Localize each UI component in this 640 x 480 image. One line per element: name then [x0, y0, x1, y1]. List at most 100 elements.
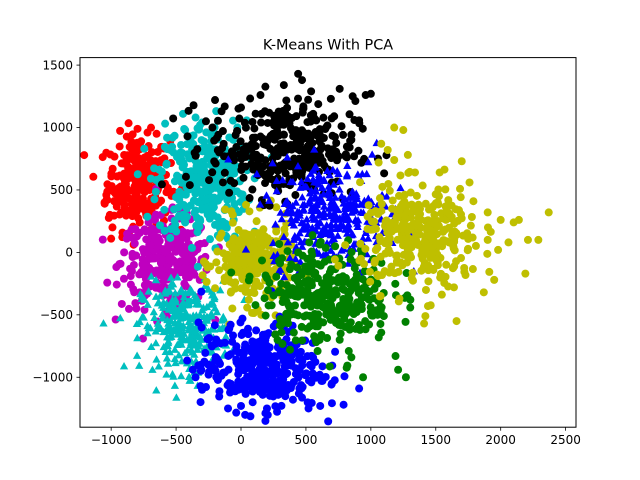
data-point [146, 282, 155, 291]
data-point [383, 146, 392, 154]
data-point [407, 253, 416, 262]
data-point [344, 220, 353, 228]
data-point [261, 311, 270, 320]
data-point [390, 269, 399, 278]
data-point [469, 197, 478, 206]
data-point [483, 223, 492, 232]
data-point [140, 187, 149, 196]
data-point [151, 338, 161, 347]
data-point [112, 280, 121, 289]
data-point [447, 201, 456, 210]
data-point [273, 407, 282, 416]
data-point [416, 223, 425, 232]
data-point [434, 200, 443, 209]
data-point [393, 235, 402, 244]
data-point [277, 401, 286, 410]
data-point [395, 294, 404, 303]
data-point [452, 229, 461, 238]
data-point [286, 124, 295, 133]
data-point [248, 398, 257, 407]
data-point [189, 101, 198, 110]
data-point [237, 401, 246, 410]
data-point [227, 207, 236, 216]
data-point [288, 395, 297, 404]
data-point [360, 154, 369, 163]
data-point [293, 162, 303, 170]
data-point [195, 222, 204, 231]
data-point [307, 87, 316, 96]
data-point [418, 254, 427, 263]
data-point [253, 238, 262, 247]
data-point [220, 152, 229, 161]
data-point [210, 303, 220, 312]
data-point [262, 240, 271, 249]
data-point [327, 304, 336, 313]
data-point [337, 191, 346, 200]
data-point [339, 295, 348, 304]
data-point [302, 311, 311, 320]
cluster-7 [224, 138, 418, 297]
data-point [331, 221, 340, 229]
data-point [203, 154, 212, 163]
data-point [258, 256, 267, 265]
data-point [390, 123, 399, 132]
data-point [170, 177, 179, 186]
data-point [213, 116, 222, 125]
data-point [303, 286, 312, 295]
data-point [140, 305, 149, 314]
data-point [326, 231, 335, 239]
y-tick-label: 0 [65, 246, 73, 260]
data-point [171, 298, 181, 306]
data-point [171, 358, 180, 367]
data-point [219, 139, 228, 148]
data-point [221, 332, 230, 340]
data-point [300, 145, 309, 154]
data-point [483, 235, 492, 244]
data-point [150, 313, 159, 322]
data-point [317, 141, 326, 150]
data-point [399, 126, 408, 135]
data-point [346, 255, 355, 264]
data-point [468, 265, 477, 274]
data-point [119, 361, 129, 370]
data-point [355, 384, 364, 393]
data-point [317, 330, 326, 339]
data-point [196, 366, 205, 375]
data-point [180, 348, 190, 357]
data-point [347, 353, 356, 362]
data-point [344, 347, 353, 356]
data-point [247, 145, 256, 154]
data-point [344, 215, 354, 223]
data-point [248, 387, 257, 396]
data-point [315, 218, 325, 226]
data-point [441, 185, 450, 194]
data-point [261, 330, 270, 339]
data-point [346, 318, 355, 327]
data-point [151, 292, 161, 300]
data-point [431, 190, 440, 199]
data-point [162, 159, 171, 168]
data-point [225, 133, 234, 142]
x-tick-label: 2000 [485, 433, 516, 447]
data-point [421, 312, 430, 321]
data-point [287, 260, 296, 269]
data-point [352, 189, 361, 197]
data-point [135, 156, 144, 165]
data-point [335, 335, 344, 344]
data-point [150, 164, 159, 173]
data-point [285, 253, 294, 262]
data-point [287, 208, 296, 217]
data-point [232, 408, 241, 417]
data-point [166, 233, 175, 242]
data-point [143, 128, 152, 137]
data-point [138, 312, 147, 321]
data-point [125, 304, 134, 313]
data-point [298, 336, 307, 345]
data-point [217, 229, 226, 238]
data-point [150, 195, 159, 204]
data-point [378, 182, 387, 191]
x-tick-label: 0 [237, 433, 245, 447]
data-point [217, 107, 226, 116]
data-point [236, 318, 245, 327]
data-point [200, 357, 209, 366]
